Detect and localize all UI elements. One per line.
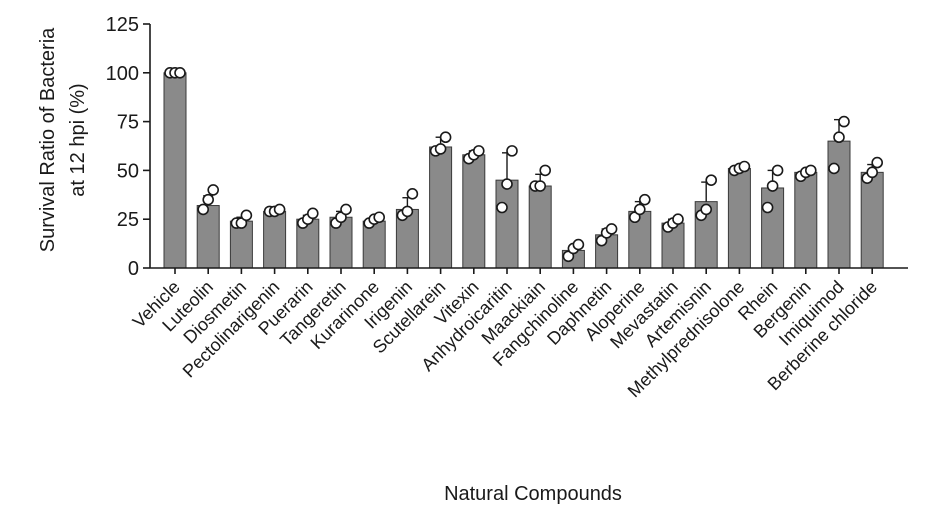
- data-point: [706, 175, 716, 185]
- y-axis-title-line1: Survival Ratio of Bacteria: [37, 27, 59, 252]
- data-point: [241, 210, 251, 220]
- data-point: [839, 117, 849, 127]
- y-axis: 0 25 50 75 100 125: [106, 14, 150, 280]
- data-point: [867, 167, 877, 177]
- bar: [728, 168, 750, 268]
- data-point: [474, 146, 484, 156]
- data-point: [374, 212, 384, 222]
- data-point: [436, 144, 446, 154]
- data-point: [739, 161, 749, 171]
- data-point: [341, 204, 351, 214]
- data-point: [407, 189, 417, 199]
- data-point: [507, 146, 517, 156]
- data-point: [635, 204, 645, 214]
- data-point: [175, 68, 185, 78]
- data-point: [275, 204, 285, 214]
- data-point: [497, 202, 507, 212]
- bar: [861, 172, 883, 268]
- data-point: [535, 181, 545, 191]
- x-axis-title: Natural Compounds: [444, 483, 622, 505]
- data-point: [701, 204, 711, 214]
- data-point: [203, 195, 213, 205]
- data-point: [308, 208, 318, 218]
- data-point: [806, 165, 816, 175]
- data-point: [502, 179, 512, 189]
- data-point: [208, 185, 218, 195]
- data-point: [829, 163, 839, 173]
- bar: [762, 188, 784, 268]
- bar: [264, 211, 286, 268]
- bar: [463, 155, 485, 268]
- data-point: [773, 165, 783, 175]
- y-tick-label: 0: [128, 258, 139, 280]
- y-tick-label: 125: [106, 14, 139, 36]
- bar: [529, 186, 551, 268]
- bar: [430, 147, 452, 268]
- data-point: [607, 224, 617, 234]
- bar: [197, 206, 219, 268]
- x-axis: VehicleLuteolinDiosmetinPectolinarigenin…: [129, 268, 908, 401]
- data-point: [872, 158, 882, 168]
- bar: [795, 172, 817, 268]
- y-tick-label: 50: [117, 160, 139, 182]
- bar: [164, 73, 186, 268]
- bar: [828, 141, 850, 268]
- y-tick-label: 25: [117, 209, 139, 231]
- data-point: [834, 132, 844, 142]
- data-point: [673, 214, 683, 224]
- y-tick-label: 75: [117, 112, 139, 134]
- y-axis-title-line2: at 12 hpi (%): [67, 83, 89, 196]
- data-point: [573, 240, 583, 250]
- data-point: [763, 202, 773, 212]
- data-point: [768, 181, 778, 191]
- bar: [496, 180, 518, 268]
- data-point: [441, 132, 451, 142]
- data-point: [402, 206, 412, 216]
- data-point: [540, 165, 550, 175]
- data-point: [198, 204, 208, 214]
- data-point: [640, 195, 650, 205]
- y-tick-label: 100: [106, 63, 139, 85]
